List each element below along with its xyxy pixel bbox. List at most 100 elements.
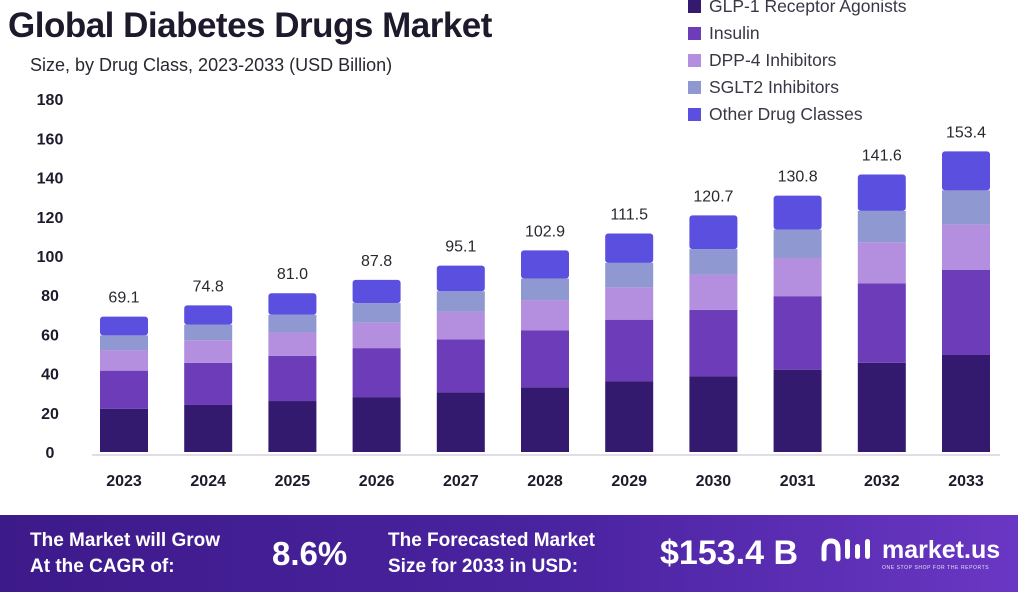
bar-2025-insulin: [268, 355, 317, 402]
bar-2030-glp1: [689, 376, 738, 452]
legend-label-glp1: GLP-1 Receptor Agonists: [709, 0, 907, 16]
legend-swatch-sglt2: [688, 81, 701, 94]
bar-2027-other: [436, 265, 485, 292]
bar-2031-other: [773, 195, 822, 230]
bar-2025-glp1: [268, 401, 317, 452]
total-label-2031: 130.8: [778, 169, 818, 186]
x-tick-label-2033: 2033: [948, 473, 984, 490]
y-tick-label-140: 140: [37, 171, 64, 188]
bar-2024-sglt2: [184, 324, 233, 341]
forecast-value: $153.4 B: [660, 534, 798, 572]
bar-2029-other: [605, 233, 654, 263]
y-tick-label-160: 160: [37, 131, 64, 148]
bar-2026-glp1: [352, 397, 401, 452]
total-label-2027: 95.1: [445, 239, 476, 256]
x-tick-label-2029: 2029: [611, 473, 647, 490]
legend-label-dpp4: DPP-4 Inhibitors: [709, 50, 837, 70]
bar-2030-sglt2: [689, 249, 738, 275]
bar-2030-other: [689, 215, 738, 250]
cagr-label: The Market will Grow At the CAGR of:: [30, 530, 221, 577]
bar-2028-glp1: [521, 387, 569, 452]
bar-2026-sglt2: [352, 303, 401, 323]
bar-2032-dpp4: [857, 242, 906, 284]
bar-2033-other: [942, 151, 990, 191]
x-tick-label-2023: 2023: [106, 473, 142, 490]
x-tick-label-2027: 2027: [443, 473, 479, 490]
brand-logo[interactable]: market.us: [820, 535, 1000, 565]
bar-2027-glp1: [436, 392, 485, 452]
y-tick-label-120: 120: [37, 210, 64, 227]
x-tick-label-2025: 2025: [275, 473, 311, 490]
bar-2032-sglt2: [857, 210, 906, 243]
bar-2026-dpp4: [352, 322, 401, 349]
bar-2023-other: [100, 316, 148, 336]
chart-subtitle: Size, by Drug Class, 2023-2033 (USD Bill…: [30, 55, 393, 75]
legend-item-dpp4: DPP-4 Inhibitors: [688, 47, 906, 74]
bar-2033-sglt2: [942, 190, 990, 225]
bar-2029-dpp4: [605, 287, 654, 320]
x-tick-label-2028: 2028: [527, 473, 563, 490]
legend-swatch-glp1: [688, 0, 701, 13]
total-label-2028: 102.9: [525, 223, 565, 240]
bar-2025-sglt2: [268, 314, 317, 333]
bar-2031-dpp4: [773, 257, 822, 297]
legend-swatch-insulin: [688, 27, 701, 40]
stacked-bar-chart: 0 20 40 60 80 100 120 140 160 180 69.1 2023 74.8 2024…: [37, 92, 1000, 490]
total-label-2025: 81.0: [277, 266, 308, 283]
y-tick-label-180: 180: [37, 92, 64, 109]
total-label-2030: 120.7: [693, 188, 733, 205]
bar-2028-insulin: [521, 330, 569, 388]
bar-2032-insulin: [857, 283, 906, 363]
legend-item-glp1: GLP-1 Receptor Agonists: [688, 0, 906, 20]
bar-2024-insulin: [184, 362, 233, 405]
legend-swatch-dpp4: [688, 54, 701, 67]
bar-2033-dpp4: [942, 224, 990, 270]
bar-2032-other: [857, 174, 906, 211]
x-tick-label-2032: 2032: [864, 473, 900, 490]
bar-2025-dpp4: [268, 332, 317, 356]
x-tick-label-2024: 2024: [190, 473, 226, 490]
market-us-logo-icon: [821, 538, 870, 562]
total-label-2026: 87.8: [361, 253, 392, 270]
chart-title: Global Diabetes Drugs Market: [8, 6, 492, 45]
legend-label-sglt2: SGLT2 Inhibitors: [709, 77, 840, 97]
bar-2024-glp1: [184, 404, 233, 452]
x-tick-label-2030: 2030: [696, 473, 732, 490]
chart-legend: GLP-1 Receptor Agonists Insulin DPP-4 In…: [688, 0, 906, 128]
bar-2030-insulin: [689, 309, 738, 377]
legend-item-insulin: Insulin: [688, 20, 906, 47]
y-tick-label-40: 40: [41, 367, 59, 384]
legend-label-other: Other Drug Classes: [709, 104, 863, 124]
x-tick-label-2026: 2026: [359, 473, 395, 490]
bar-2030-dpp4: [689, 274, 738, 310]
legend-item-other: Other Drug Classes: [688, 101, 906, 128]
bar-2028-sglt2: [521, 278, 569, 301]
bar-2023-sglt2: [100, 335, 148, 351]
total-label-2029: 111.5: [610, 206, 648, 223]
y-tick-label-100: 100: [37, 249, 64, 266]
bar-2029-sglt2: [605, 262, 654, 288]
legend-label-insulin: Insulin: [709, 23, 760, 43]
y-tick-label-0: 0: [46, 445, 55, 462]
bar-2026-other: [352, 279, 401, 304]
forecast-label: The Forecasted Market Size for 2033 in U…: [388, 530, 595, 577]
bar-2033-glp1: [942, 354, 990, 452]
bar-2027-sglt2: [436, 291, 485, 312]
cagr-value: 8.6%: [272, 535, 348, 572]
bar-2025-other: [268, 293, 317, 315]
bar-2027-dpp4: [436, 311, 485, 340]
total-label-2032: 141.6: [862, 147, 902, 164]
bar-2024-dpp4: [184, 340, 233, 363]
footer-banner: The Market will Grow At the CAGR of: 8.6…: [0, 515, 1018, 592]
bar-2031-insulin: [773, 296, 822, 370]
bar-2032-glp1: [857, 362, 906, 452]
y-tick-label-80: 80: [41, 288, 59, 305]
brand-name: market.us: [882, 535, 1001, 564]
bar-2023-dpp4: [100, 350, 148, 371]
legend-swatch-other: [688, 108, 701, 121]
y-tick-label-60: 60: [41, 327, 59, 344]
bar-2031-glp1: [773, 369, 822, 452]
total-label-2024: 74.8: [193, 278, 224, 295]
bar-2031-sglt2: [773, 229, 822, 258]
bar-2023-insulin: [100, 370, 148, 409]
